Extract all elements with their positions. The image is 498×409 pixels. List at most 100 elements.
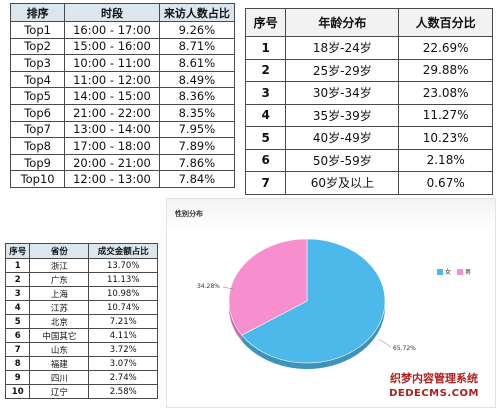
header-time-slot: 时段 bbox=[64, 3, 160, 22]
cell-people-percent: 22.69% bbox=[398, 36, 493, 60]
cell-visitor-share: 8.36% bbox=[158, 87, 236, 105]
cell-deal-share: 4.11% bbox=[88, 328, 158, 343]
cell-province: 中国其它 bbox=[29, 328, 90, 343]
table-row: 4 35岁-39岁 11.27% bbox=[244, 103, 493, 127]
cell-rank: Top10 bbox=[9, 170, 66, 188]
cell-deal-share: 2.74% bbox=[88, 370, 158, 385]
cell-visitor-share: 8.71% bbox=[158, 37, 236, 56]
cell-visitor-share: 8.49% bbox=[158, 70, 236, 89]
cell-rank: Top9 bbox=[9, 153, 66, 172]
cell-people-percent: 11.27% bbox=[398, 103, 493, 127]
cell-index: 10 bbox=[4, 384, 31, 399]
cell-time-slot: 20:00 - 21:00 bbox=[64, 153, 160, 172]
cell-province: 上海 bbox=[29, 286, 90, 301]
leader-line-female bbox=[378, 338, 392, 348]
cell-visitor-share: 8.35% bbox=[158, 103, 236, 122]
cell-rank: Top2 bbox=[9, 37, 66, 56]
cell-age-range: 60岁及以上 bbox=[285, 171, 400, 195]
cell-index: 7 bbox=[244, 171, 287, 195]
data-label-female: 65.72% bbox=[393, 345, 416, 352]
cell-deal-share: 10.74% bbox=[88, 300, 158, 315]
cell-province: 浙江 bbox=[29, 258, 90, 273]
table-row: Top8 17:00 - 18:00 7.89% bbox=[9, 137, 236, 155]
pie-slice-female bbox=[241, 238, 386, 364]
cell-deal-share: 3.07% bbox=[88, 356, 158, 371]
table-row: 3 上海 10.98% bbox=[4, 286, 158, 301]
table-row: Top3 10:00 - 11:00 8.61% bbox=[9, 54, 236, 72]
cell-time-slot: 13:00 - 14:00 bbox=[64, 120, 160, 139]
cell-index: 9 bbox=[4, 370, 31, 385]
cell-time-slot: 21:00 - 22:00 bbox=[64, 103, 160, 122]
cell-deal-share: 11.13% bbox=[88, 272, 158, 287]
cell-deal-share: 2.58% bbox=[88, 384, 158, 399]
header-age-range: 年龄分布 bbox=[285, 8, 400, 37]
cell-index: 1 bbox=[244, 36, 287, 60]
table-row: Top10 12:00 - 13:00 7.84% bbox=[9, 170, 236, 188]
cell-rank: Top7 bbox=[9, 120, 66, 139]
cell-age-range: 35岁-39岁 bbox=[285, 103, 400, 127]
age-distribution-table: 序号 年龄分布 人数百分比 1 18岁-24岁 22.69% 2 25岁-29岁 29.8… bbox=[244, 8, 493, 195]
table-row: 7 60岁及以上 0.67% bbox=[244, 171, 493, 195]
cell-deal-share: 7.21% bbox=[88, 314, 158, 329]
table-row: Top4 11:00 - 12:00 8.49% bbox=[9, 70, 236, 89]
cell-people-percent: 0.67% bbox=[398, 171, 493, 195]
legend-item-male: 男 bbox=[457, 267, 471, 276]
cell-visitor-share: 7.84% bbox=[158, 170, 236, 188]
header-index: 序号 bbox=[244, 8, 287, 37]
cell-index: 3 bbox=[4, 286, 31, 301]
cell-province: 北京 bbox=[29, 314, 90, 329]
table-row: 5 40岁-49岁 10.23% bbox=[244, 126, 493, 150]
province-table: 序号 省份 成交金额占比 1 浙江 13.70% 2 广东 11.13% 3 上海 10.98%… bbox=[4, 243, 158, 399]
table-row: 7 山东 3.72% bbox=[4, 342, 158, 357]
table-header-row: 序号 省份 成交金额占比 bbox=[4, 243, 158, 259]
pie-svg bbox=[222, 238, 392, 369]
cell-province: 江苏 bbox=[29, 300, 90, 315]
cell-time-slot: 14:00 - 15:00 bbox=[64, 87, 160, 105]
gender-pie-chart: 性别分布 女 男 34.28% 65.72% bbox=[166, 198, 496, 408]
legend-swatch-female bbox=[437, 268, 443, 275]
table-header-row: 序号 年龄分布 人数百分比 bbox=[244, 8, 493, 37]
table-row: 5 北京 7.21% bbox=[4, 314, 158, 329]
cell-province: 山东 bbox=[29, 342, 90, 357]
table-row: 2 25岁-29岁 29.88% bbox=[244, 58, 493, 82]
table-row: 1 18岁-24岁 22.69% bbox=[244, 36, 493, 60]
cell-index: 2 bbox=[244, 58, 287, 82]
cell-visitor-share: 7.95% bbox=[158, 120, 236, 139]
cell-province: 广东 bbox=[29, 272, 90, 287]
table-row: Top7 13:00 - 14:00 7.95% bbox=[9, 120, 236, 139]
table-row: 3 30岁-34岁 23.08% bbox=[244, 81, 493, 105]
cell-index: 6 bbox=[4, 328, 31, 343]
cell-index: 7 bbox=[4, 342, 31, 357]
cell-index: 5 bbox=[244, 126, 287, 150]
cell-visitor-share: 8.61% bbox=[158, 54, 236, 72]
cell-province: 四川 bbox=[29, 370, 90, 385]
cell-time-slot: 15:00 - 16:00 bbox=[64, 37, 160, 56]
cell-index: 4 bbox=[4, 300, 31, 315]
table-row: 2 广东 11.13% bbox=[4, 272, 158, 287]
cell-rank: Top3 bbox=[9, 54, 66, 72]
cell-index: 4 bbox=[244, 103, 287, 127]
chart-title: 性别分布 bbox=[175, 210, 203, 218]
cell-people-percent: 10.23% bbox=[398, 126, 493, 150]
cell-time-slot: 11:00 - 12:00 bbox=[64, 70, 160, 89]
cell-rank: Top8 bbox=[9, 137, 66, 155]
cell-time-slot: 12:00 - 13:00 bbox=[64, 170, 160, 188]
cell-visitor-share: 7.89% bbox=[158, 137, 236, 155]
cell-people-percent: 29.88% bbox=[398, 58, 493, 82]
cell-rank: Top1 bbox=[9, 21, 66, 39]
pie-slice-male bbox=[228, 238, 308, 336]
table-row: 6 50岁-59岁 2.18% bbox=[244, 148, 493, 172]
cell-time-slot: 10:00 - 11:00 bbox=[64, 54, 160, 72]
cell-visitor-share: 9.26% bbox=[158, 21, 236, 39]
cell-age-range: 18岁-24岁 bbox=[285, 36, 400, 60]
table-row: Top6 21:00 - 22:00 8.35% bbox=[9, 103, 236, 122]
cell-people-percent: 2.18% bbox=[398, 148, 493, 172]
table-row: Top2 15:00 - 16:00 8.71% bbox=[9, 37, 236, 56]
watermark-line1: 织梦内容管理系统 bbox=[390, 372, 478, 385]
cell-rank: Top5 bbox=[9, 87, 66, 105]
cell-time-slot: 16:00 - 17:00 bbox=[64, 21, 160, 39]
header-people-percent: 人数百分比 bbox=[398, 8, 493, 37]
time-slot-table: 排序 时段 来访人数占比 Top1 16:00 - 17:00 9.26% Top2 1… bbox=[9, 3, 236, 188]
legend-swatch-male bbox=[457, 268, 464, 275]
cell-index: 8 bbox=[4, 356, 31, 371]
